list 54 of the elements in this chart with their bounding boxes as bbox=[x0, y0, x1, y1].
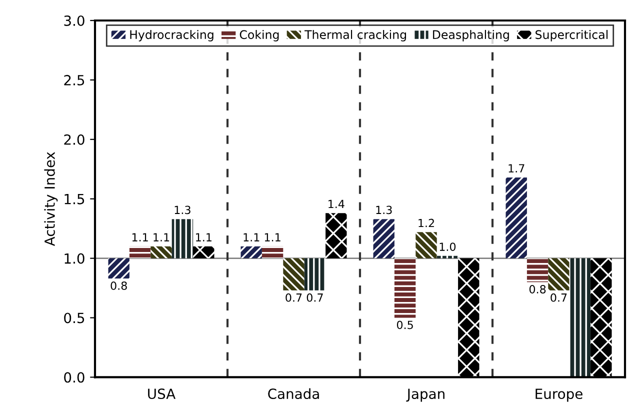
bar bbox=[506, 177, 527, 258]
x-tick-label: Europe bbox=[536, 388, 582, 402]
data-label: 0.7 bbox=[306, 293, 323, 302]
bar bbox=[240, 246, 262, 258]
bar bbox=[172, 219, 194, 258]
data-label: 1.0 bbox=[440, 242, 456, 251]
x-tick-label: Japan bbox=[406, 388, 444, 402]
bar bbox=[262, 246, 284, 258]
data-label: 1.1 bbox=[264, 233, 280, 242]
data-label: 1.3 bbox=[376, 206, 392, 214]
bar bbox=[193, 246, 214, 258]
data-label: 0.7 bbox=[550, 293, 567, 302]
y-tick-label: 3.0 bbox=[64, 15, 84, 26]
y-tick-label: 2.0 bbox=[64, 134, 84, 145]
bar bbox=[326, 213, 347, 258]
data-label: 1.1 bbox=[244, 233, 260, 242]
bar bbox=[436, 256, 458, 258]
data-label: 1.7 bbox=[508, 164, 524, 172]
bar bbox=[304, 258, 326, 290]
legend-label: Thermal cracking bbox=[304, 30, 406, 42]
legend-label: Deasphalting bbox=[433, 30, 509, 42]
data-label: 1.3 bbox=[174, 206, 190, 214]
y-tick-label: 0.0 bbox=[64, 372, 84, 383]
bar bbox=[394, 258, 416, 318]
bar bbox=[108, 258, 130, 279]
data-label: 1.1 bbox=[196, 233, 212, 242]
bar bbox=[590, 258, 612, 378]
y-tick-label: 2.5 bbox=[64, 74, 84, 86]
x-tick-label: USA bbox=[148, 388, 176, 400]
x-tick-label: Canada bbox=[268, 388, 319, 400]
data-label: 0.8 bbox=[110, 281, 127, 290]
legend-label: Hydrocracking bbox=[130, 30, 214, 42]
y-axis-title: Activity Index bbox=[44, 152, 58, 246]
bar bbox=[150, 246, 172, 258]
data-label: 1.2 bbox=[418, 218, 434, 228]
data-label: 1.4 bbox=[328, 200, 344, 208]
bar bbox=[373, 219, 394, 258]
y-tick-label: 1.0 bbox=[64, 253, 84, 264]
bar bbox=[129, 246, 151, 258]
legend-label: Coking bbox=[240, 30, 279, 42]
bar bbox=[283, 258, 304, 290]
data-label: 1.1 bbox=[154, 233, 170, 242]
bar bbox=[458, 258, 480, 378]
legend-label: Supercritical bbox=[536, 30, 608, 42]
bar bbox=[548, 258, 570, 290]
data-label: 0.8 bbox=[529, 285, 546, 294]
bar bbox=[569, 258, 591, 378]
data-label: 1.1 bbox=[132, 233, 148, 242]
bar bbox=[526, 258, 548, 282]
data-label: 0.5 bbox=[396, 320, 413, 330]
y-tick-label: 1.5 bbox=[64, 194, 84, 204]
bar bbox=[416, 232, 437, 258]
data-label: 0.7 bbox=[286, 293, 302, 302]
y-tick-label: 0.5 bbox=[64, 312, 84, 324]
